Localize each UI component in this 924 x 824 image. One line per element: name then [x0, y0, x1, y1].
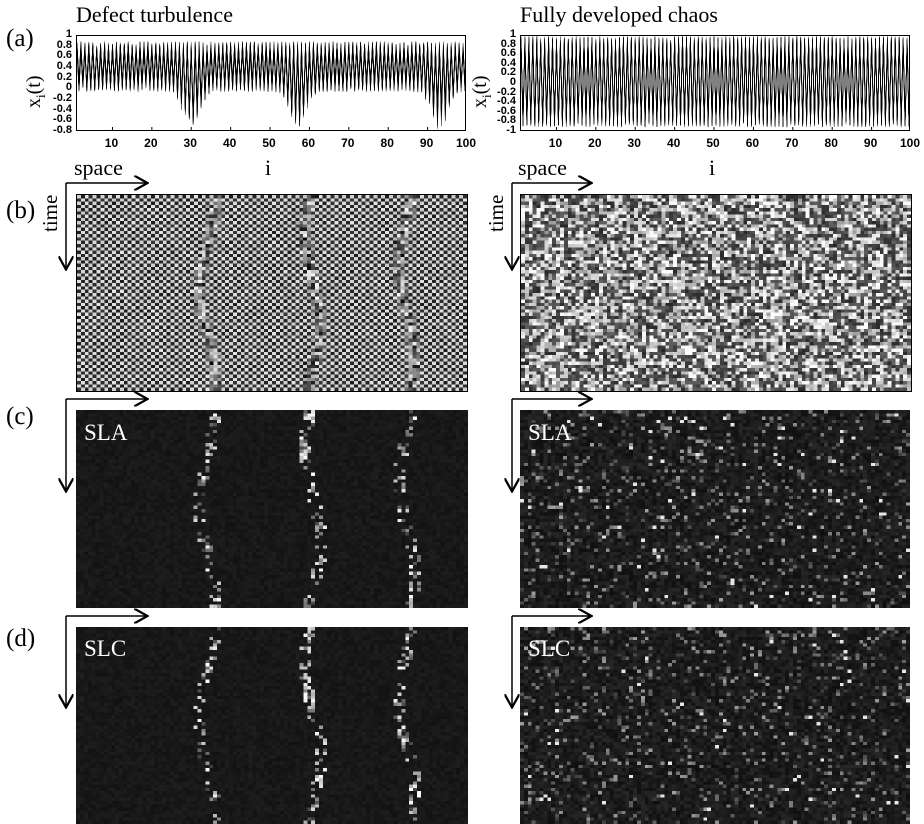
- x-tick-label: 30: [627, 136, 641, 150]
- series-trace: [521, 36, 909, 127]
- y-tick-label: 0.4: [56, 60, 72, 72]
- slc-label-right: SLC: [528, 636, 571, 661]
- y-tick-label: -0.4: [497, 95, 516, 108]
- y-tick-label: 0.2: [56, 70, 72, 83]
- sla-heatmap-left: [76, 410, 468, 608]
- x-tick-label: 30: [183, 136, 197, 150]
- x-tick-label: 20: [588, 136, 602, 150]
- x-tick-label: 90: [863, 136, 878, 150]
- panel-letter-b: (b): [6, 197, 36, 224]
- y-tick-label: 0.8: [500, 37, 516, 50]
- line-plot-right: [520, 35, 910, 131]
- time-label-left: time: [38, 194, 62, 232]
- y-tick-label: 0.6: [56, 49, 72, 62]
- space-label-right: space: [518, 155, 567, 180]
- x-tick-label: 60: [745, 136, 760, 150]
- line-plot-right-svg: [521, 36, 909, 130]
- spacetime-pattern-left: [76, 194, 468, 392]
- x-tick-label: 50: [262, 136, 276, 150]
- sla-label-left: SLA: [84, 420, 128, 445]
- space-label-left: space: [74, 155, 123, 180]
- xlabel-left: i: [265, 155, 272, 180]
- x-tick-label: 90: [419, 136, 434, 150]
- y-tick-label: -0.2: [53, 92, 72, 104]
- x-tick-label: 20: [144, 136, 158, 150]
- x-tick-label: 40: [666, 136, 681, 150]
- x-tick-label: 80: [380, 136, 394, 150]
- y-tick-label: 0: [65, 81, 72, 94]
- xlabel-right: i: [709, 155, 716, 180]
- y-tick-label: 0: [509, 76, 516, 88]
- y-tick-label: -0.6: [497, 104, 516, 117]
- panel-letter-c: (c): [6, 403, 34, 430]
- y-tick-label: 0.2: [500, 66, 516, 79]
- y-tick-label: 0.6: [500, 47, 516, 60]
- x-tick-label: 40: [222, 136, 237, 150]
- spacetime-pattern-right: [520, 194, 912, 392]
- x-tick-label: 10: [104, 136, 119, 150]
- ylabel-right: xi(t): [469, 75, 494, 108]
- x-tick-label: 50: [706, 136, 720, 150]
- x-tick-label: 100: [899, 136, 921, 150]
- y-tick-label: 0.8: [56, 38, 72, 51]
- x-tick-label: 60: [301, 136, 316, 150]
- sla-heatmap-right: [520, 410, 910, 608]
- y-tick-label: -0.2: [497, 85, 516, 98]
- slc-heatmap-left: [76, 627, 468, 824]
- time-label-right: time: [484, 194, 508, 232]
- panel-letter-d: (d): [6, 625, 36, 652]
- series-trace: [77, 41, 465, 122]
- panel-letter-a: (a): [6, 25, 34, 52]
- series-trace: [77, 41, 465, 122]
- slc-label-left: SLC: [84, 636, 127, 661]
- y-tick-label: -1: [506, 124, 516, 136]
- line-plot-left-svg: [77, 41, 465, 130]
- y-tick-label: -0.6: [53, 113, 72, 126]
- x-tick-label: 70: [341, 136, 355, 150]
- slc-heatmap-right: [520, 627, 910, 824]
- ylabel-left: xi(t): [23, 75, 48, 108]
- y-tick-label: 1: [509, 28, 516, 40]
- x-tick-label: 80: [824, 136, 838, 150]
- x-tick-label: 70: [785, 136, 799, 150]
- title-left: Defect turbulence: [76, 2, 233, 27]
- x-tick-label: 10: [548, 136, 563, 150]
- y-tick-label: -0.4: [53, 102, 72, 115]
- y-tick-label: -0.8: [53, 124, 72, 136]
- line-plot-left: [76, 35, 466, 131]
- y-tick-label: 1: [65, 28, 72, 40]
- x-tick-label: 100: [455, 136, 477, 150]
- y-tick-label: -0.8: [497, 114, 516, 127]
- y-tick-label: 0.4: [500, 56, 516, 69]
- sla-label-right: SLA: [528, 420, 572, 445]
- title-right: Fully developed chaos: [520, 2, 718, 27]
